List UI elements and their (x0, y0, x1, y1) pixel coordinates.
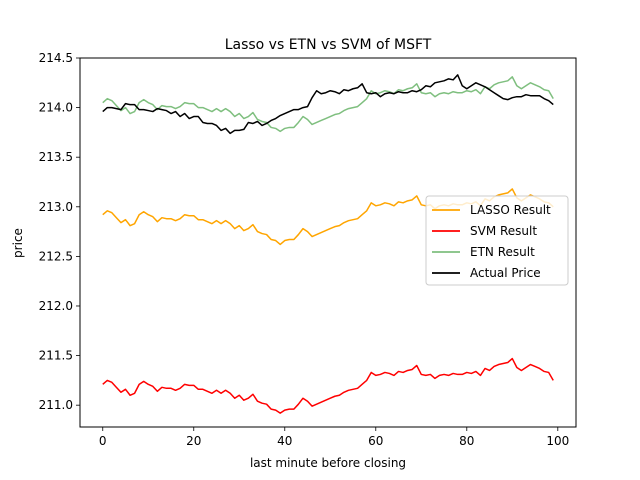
y-tick-label: 212.0 (39, 299, 73, 313)
y-tick-label: 211.5 (39, 349, 73, 363)
legend-frame (425, 195, 569, 286)
y-axis: 211.0 211.5 212.0 212.5 213.0 213.5 214.0 214.5 (39, 51, 80, 412)
y-tick-label: 214.0 (39, 101, 73, 115)
x-tick-label: 20 (186, 434, 201, 448)
y-tick-label: 213.0 (39, 200, 73, 214)
chart-title: Lasso vs ETN vs SVM of MSFT (225, 37, 432, 53)
y-tick-label: 212.5 (39, 249, 73, 263)
x-tick-label: 0 (99, 434, 107, 448)
y-tick-label: 214.5 (39, 51, 73, 65)
series-line-3 (102, 74, 554, 135)
x-tick-label: 80 (459, 434, 474, 448)
x-tick-label: 60 (368, 434, 383, 448)
y-tick-label: 213.5 (39, 150, 73, 164)
x-axis: 0 20 40 60 80 100 (99, 427, 569, 448)
legend-label-1: SVM Result (470, 224, 537, 238)
legend-label-3: Actual Price (470, 266, 541, 280)
series-line-2 (102, 76, 554, 133)
legend-label-0: LASSO Result (470, 203, 551, 217)
y-tick-label: 211.0 (39, 398, 73, 412)
axes-frame (79, 57, 577, 428)
x-tick-label: 40 (277, 434, 292, 448)
legend-label-2: ETN Result (470, 245, 535, 259)
x-tick-label: 100 (546, 434, 569, 448)
legend: LASSO Result SVM Result ETN Result Actual P… (425, 195, 569, 286)
x-axis-title: last minute before closing (250, 456, 406, 470)
series-line-1 (102, 357, 554, 414)
y-axis-title: price (11, 228, 25, 258)
